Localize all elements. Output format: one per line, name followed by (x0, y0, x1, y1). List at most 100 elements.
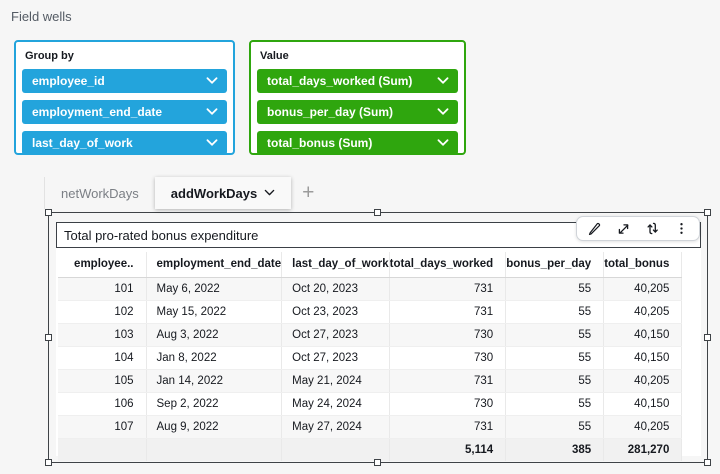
selection-handle[interactable] (374, 209, 381, 216)
cell: May 6, 2022 (146, 277, 282, 300)
maximize-icon[interactable] (616, 221, 631, 236)
cell: 55 (506, 415, 604, 438)
field-pill-employee-id[interactable]: employee_id (22, 69, 227, 93)
field-pill-bonus-per-day[interactable]: bonus_per_day (Sum) (257, 100, 458, 124)
cell: 40,150 (604, 346, 682, 369)
cell: 40,150 (604, 392, 682, 415)
cell: 106 (58, 392, 146, 415)
chevron-down-icon[interactable] (206, 136, 218, 150)
selection-handle[interactable] (704, 209, 711, 216)
cell: Oct 23, 2023 (282, 300, 390, 323)
cell: May 21, 2024 (282, 369, 390, 392)
cell: 103 (58, 323, 146, 346)
cell: 104 (58, 346, 146, 369)
cell: 40,150 (604, 323, 682, 346)
chevron-down-icon[interactable] (437, 136, 449, 150)
cell: 731 (389, 415, 506, 438)
field-pill-label: bonus_per_day (Sum) (267, 105, 393, 119)
chevron-down-icon[interactable] (206, 74, 218, 88)
cell: May 24, 2024 (282, 392, 390, 415)
cell: Oct 27, 2023 (282, 323, 390, 346)
field-pill-total-bonus[interactable]: total_bonus (Sum) (257, 131, 458, 155)
selection-handle[interactable] (704, 459, 711, 466)
table-row[interactable]: 104 Jan 8, 2022 Oct 27, 2023 730 55 40,1… (58, 346, 682, 369)
cell: 730 (389, 323, 506, 346)
cell: 55 (506, 392, 604, 415)
table-row[interactable]: 107 Aug 9, 2022 May 27, 2024 731 55 40,2… (58, 415, 682, 438)
tab-label: addWorkDays (171, 186, 257, 201)
chevron-down-icon[interactable] (264, 189, 275, 197)
field-pill-label: total_days_worked (Sum) (267, 74, 412, 88)
pivot-table: employee.. employment_end_date last_day_… (58, 252, 682, 461)
cell (58, 438, 146, 461)
field-pill-total-days-worked[interactable]: total_days_worked (Sum) (257, 69, 458, 93)
tab-addworkdays[interactable]: addWorkDays (155, 177, 291, 209)
cell: 731 (389, 369, 506, 392)
group-by-well: Group by employee_id employment_end_date… (14, 40, 235, 155)
cell: 385 (506, 438, 604, 461)
field-pill-label: employment_end_date (32, 105, 162, 119)
chevron-down-icon[interactable] (206, 105, 218, 119)
cell: 55 (506, 369, 604, 392)
group-by-label: Group by (25, 50, 227, 62)
cell: 281,270 (604, 438, 682, 461)
chevron-down-icon[interactable] (437, 74, 449, 88)
selection-handle[interactable] (704, 334, 711, 341)
cell: 107 (58, 415, 146, 438)
column-header[interactable]: last_day_of_work (282, 252, 390, 277)
cell: 55 (506, 323, 604, 346)
cell: 55 (506, 300, 604, 323)
column-header[interactable]: employment_end_date (146, 252, 282, 277)
table-row[interactable]: 103 Aug 3, 2022 Oct 27, 2023 730 55 40,1… (58, 323, 682, 346)
column-header[interactable]: employee.. (58, 252, 146, 277)
totals-row: 5,114 385 281,270 (58, 438, 682, 461)
reorder-icon[interactable] (645, 221, 660, 236)
cell: Sep 2, 2022 (146, 392, 282, 415)
cell: 55 (506, 346, 604, 369)
cell: Jan 14, 2022 (146, 369, 282, 392)
field-pill-label: total_bonus (Sum) (267, 136, 372, 150)
table-row[interactable]: 105 Jan 14, 2022 May 21, 2024 731 55 40,… (58, 369, 682, 392)
value-label: Value (260, 50, 458, 62)
cell: 40,205 (604, 300, 682, 323)
add-sheet-button[interactable]: + (291, 177, 325, 209)
table-row[interactable]: 101 May 6, 2022 Oct 20, 2023 731 55 40,2… (58, 277, 682, 300)
selection-handle[interactable] (45, 334, 52, 341)
cell: 731 (389, 300, 506, 323)
chevron-down-icon[interactable] (437, 105, 449, 119)
tab-label: netWorkDays (61, 186, 139, 201)
edit-icon[interactable] (587, 221, 602, 236)
cell: 105 (58, 369, 146, 392)
cell: 40,205 (604, 369, 682, 392)
field-pill-last-day-of-work[interactable]: last_day_of_work (22, 131, 227, 155)
cell: May 15, 2022 (146, 300, 282, 323)
menu-icon[interactable] (674, 221, 689, 236)
cell: Oct 27, 2023 (282, 346, 390, 369)
cell: 40,205 (604, 277, 682, 300)
cell: 731 (389, 277, 506, 300)
table-row[interactable]: 102 May 15, 2022 Oct 23, 2023 731 55 40,… (58, 300, 682, 323)
cell: Jan 8, 2022 (146, 346, 282, 369)
cell: 102 (58, 300, 146, 323)
table-header-row: employee.. employment_end_date last_day_… (58, 252, 682, 277)
cell: Aug 9, 2022 (146, 415, 282, 438)
column-header[interactable]: total_bonus (604, 252, 682, 277)
column-header[interactable]: bonus_per_day (506, 252, 604, 277)
field-wells-title: Field wells (11, 9, 72, 24)
sheet-tabs: netWorkDays addWorkDays + (44, 177, 325, 209)
selection-handle[interactable] (374, 459, 381, 466)
cell (146, 438, 282, 461)
cell: 40,205 (604, 415, 682, 438)
cell: Aug 3, 2022 (146, 323, 282, 346)
cell: May 27, 2024 (282, 415, 390, 438)
selection-handle[interactable] (45, 209, 52, 216)
selection-handle[interactable] (45, 459, 52, 466)
field-pill-employment-end-date[interactable]: employment_end_date (22, 100, 227, 124)
cell: 55 (506, 277, 604, 300)
selected-visual[interactable]: Total pro-rated bonus expenditure employ… (48, 212, 708, 463)
tab-networkdays[interactable]: netWorkDays (44, 177, 155, 209)
visual-toolbar (576, 216, 700, 241)
column-header[interactable]: total_days_worked (389, 252, 506, 277)
table-row[interactable]: 106 Sep 2, 2022 May 24, 2024 730 55 40,1… (58, 392, 682, 415)
cell (282, 438, 390, 461)
